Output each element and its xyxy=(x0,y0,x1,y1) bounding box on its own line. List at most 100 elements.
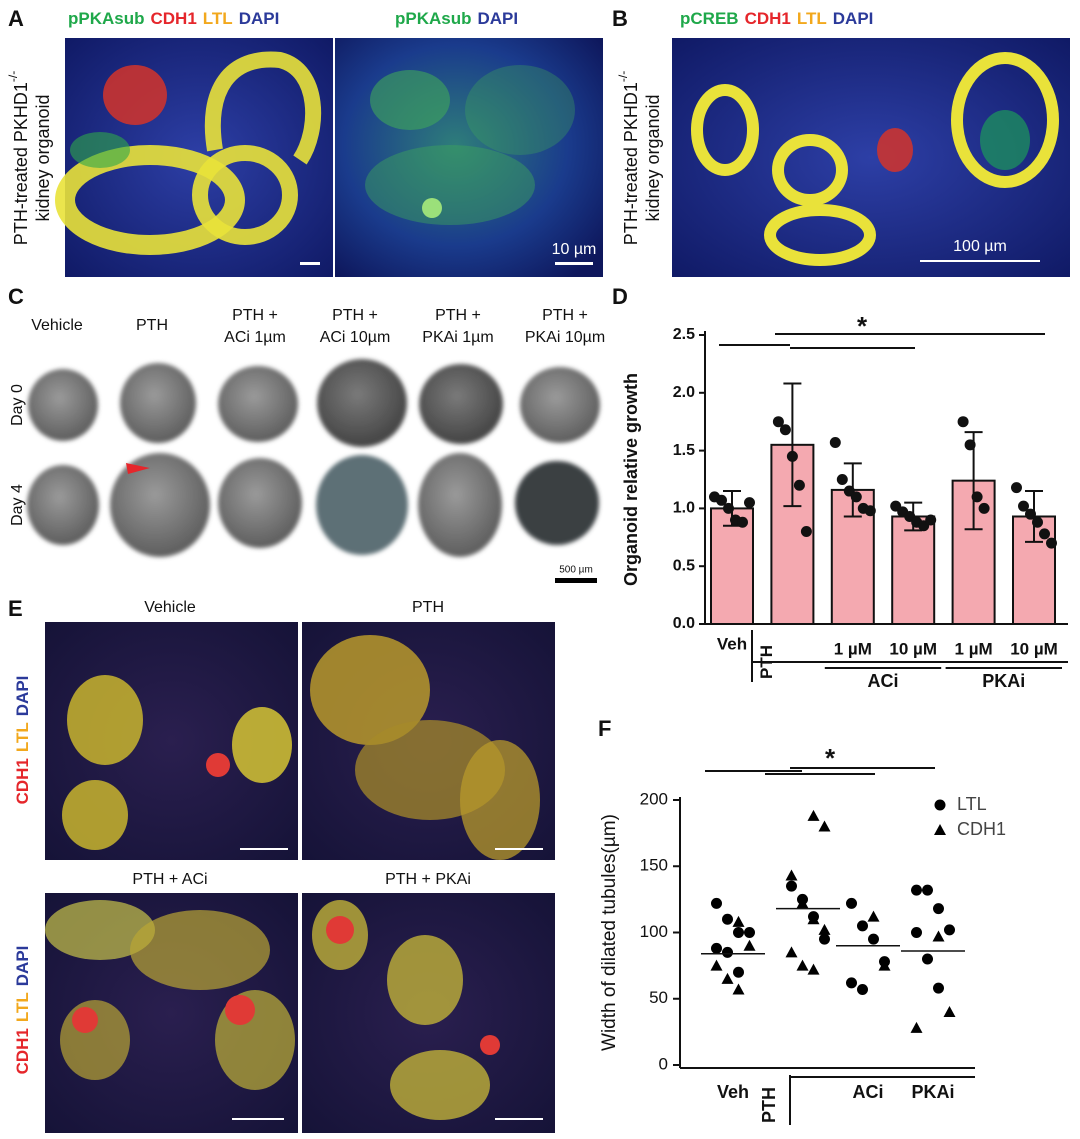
x-tick-label: 10 µM xyxy=(1010,639,1058,658)
data-point xyxy=(864,505,876,517)
x-tick-label: PTH xyxy=(759,1087,779,1123)
data-point xyxy=(868,933,879,945)
error-bar xyxy=(783,382,802,508)
scale-label: 100 µm xyxy=(953,238,1007,255)
data-point xyxy=(737,516,748,528)
row-label: Day 0 xyxy=(9,384,26,426)
data-point xyxy=(722,946,733,958)
column-label: ACi 1µm xyxy=(224,329,286,346)
data-point xyxy=(933,982,944,994)
column-label: PTH xyxy=(136,317,168,334)
stain-word: CDH1 xyxy=(13,1028,32,1074)
panel-letter: E xyxy=(8,596,23,621)
data-point xyxy=(716,494,727,506)
legend-marker xyxy=(934,824,946,835)
data-point xyxy=(711,942,722,954)
data-point xyxy=(793,479,805,491)
data-point xyxy=(733,927,744,938)
data-point xyxy=(932,930,945,942)
data-point xyxy=(857,920,868,932)
column-label: PTH + xyxy=(542,307,588,324)
scale-bar xyxy=(555,578,597,583)
data-point xyxy=(796,897,809,909)
stain-word: LTL xyxy=(13,722,32,752)
y-tick-label: 0 xyxy=(659,1054,668,1073)
data-point xyxy=(723,502,734,514)
data-point xyxy=(807,809,820,821)
image-e xyxy=(45,622,555,1133)
column-label: PKAi 1µm xyxy=(422,329,493,346)
data-point xyxy=(911,884,922,896)
stain-word: DAPI xyxy=(478,9,519,28)
column-label: Vehicle xyxy=(31,317,83,334)
stain-word: pCREB xyxy=(680,9,739,28)
stain-word: pPKAsub xyxy=(68,9,145,28)
data-point xyxy=(785,946,798,958)
arrowhead xyxy=(126,463,150,474)
y-tick-label: 50 xyxy=(649,988,668,1007)
image-title: PTH xyxy=(412,599,444,616)
y-tick-label: 2.0 xyxy=(673,384,695,401)
stain-word: pPKAsub xyxy=(395,9,472,28)
panel-letter: A xyxy=(8,6,24,31)
side-label-text: PTH-treated PKHD1 xyxy=(621,82,641,245)
data-point xyxy=(744,497,755,509)
y-tick-label: 150 xyxy=(640,856,668,875)
data-point xyxy=(911,927,922,938)
column-label: PTH + xyxy=(232,307,278,324)
data-point xyxy=(910,1021,923,1033)
y-tick-label: 100 xyxy=(640,922,668,941)
stain-title: CDH1 LTL DAPI xyxy=(13,676,32,805)
side-label-sup: -/- xyxy=(616,71,630,82)
data-point xyxy=(732,915,745,927)
data-point xyxy=(786,450,798,462)
data-point xyxy=(1018,500,1029,512)
image-title: PTH + ACi xyxy=(132,871,207,888)
column-label: PKAi 10µm xyxy=(525,329,605,346)
image-a1 xyxy=(55,38,333,277)
group-label: PKAi xyxy=(982,671,1025,691)
data-point xyxy=(818,923,831,935)
panel-letter: D xyxy=(612,284,628,309)
stain-word: DAPI xyxy=(239,9,280,28)
panel-letter: C xyxy=(8,284,24,309)
bar xyxy=(710,507,754,625)
side-label: PTH-treated PKHD1-/- xyxy=(6,71,31,245)
data-point xyxy=(744,927,755,938)
data-point xyxy=(722,913,733,925)
x-tick-label: Veh xyxy=(717,634,747,653)
data-point xyxy=(846,897,857,909)
data-point xyxy=(1046,537,1057,549)
data-point xyxy=(711,897,722,909)
data-point xyxy=(867,910,880,922)
x-tick-label: PKAi xyxy=(911,1082,954,1102)
legend-marker xyxy=(934,799,946,811)
side-label: PTH-treated PKHD1-/- xyxy=(616,71,641,245)
stain-word: DAPI xyxy=(833,9,874,28)
data-point xyxy=(1011,482,1022,494)
stain-word: LTL xyxy=(13,992,32,1022)
data-point xyxy=(857,983,868,995)
image-b xyxy=(672,38,1070,277)
bar xyxy=(891,515,936,626)
x-tick-label: Veh xyxy=(717,1082,749,1102)
y-tick-label: 1.5 xyxy=(673,442,695,459)
data-point xyxy=(807,913,820,925)
data-point xyxy=(796,959,809,971)
y-tick-label: 1.0 xyxy=(673,500,695,517)
y-tick-label: 0.0 xyxy=(673,615,695,632)
data-point xyxy=(943,1006,956,1017)
data-point xyxy=(807,963,820,975)
stain-title: pCREB CDH1 LTL DAPI xyxy=(680,9,873,28)
data-point xyxy=(925,514,937,526)
data-point xyxy=(836,474,848,485)
side-label: kidney organoid xyxy=(643,94,663,221)
data-point xyxy=(922,884,933,896)
data-point xyxy=(878,959,891,971)
data-point xyxy=(721,972,734,984)
data-point xyxy=(971,491,983,503)
panel-letter: F xyxy=(598,716,611,741)
side-label: kidney organoid xyxy=(33,94,53,221)
image-a2 xyxy=(335,38,603,277)
